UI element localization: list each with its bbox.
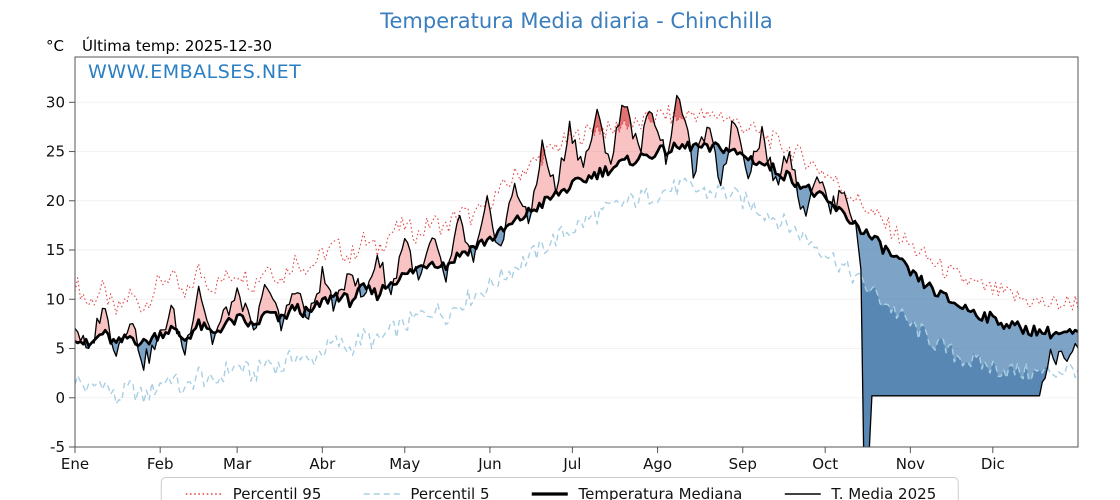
watermark: WWW.EMBALSES.NET bbox=[88, 61, 302, 83]
svg-text:Dic: Dic bbox=[981, 455, 1005, 473]
legend-item-percentil-5: Percentil 5 bbox=[361, 485, 489, 500]
legend-label: Percentil 5 bbox=[410, 485, 490, 500]
legend-line-sample-icon bbox=[784, 493, 821, 495]
last-temp-label: Última temp: 2025-12-30 bbox=[82, 37, 273, 55]
legend-item-percentil-95: Percentil 95 bbox=[184, 485, 322, 500]
svg-text:Ene: Ene bbox=[61, 455, 89, 473]
svg-text:10: 10 bbox=[46, 290, 65, 308]
legend-line-sample-icon bbox=[531, 492, 568, 496]
legend: Percentil 95 Percentil 5 Temperatura Media… bbox=[160, 477, 960, 500]
legend-item-mediana: Temperatura Mediana bbox=[529, 485, 742, 500]
svg-text:Oct: Oct bbox=[812, 455, 838, 473]
legend-label: T. Media 2025 bbox=[831, 485, 937, 500]
svg-text:Abr: Abr bbox=[309, 455, 336, 473]
svg-text:15: 15 bbox=[46, 241, 65, 259]
svg-text:5: 5 bbox=[55, 340, 65, 358]
svg-text:Jul: Jul bbox=[562, 455, 581, 473]
y-unit-label: °C bbox=[46, 37, 64, 55]
chart-title: Temperatura Media diaria - Chinchilla bbox=[380, 9, 773, 33]
svg-text:Nov: Nov bbox=[896, 455, 925, 473]
legend-line-sample-icon bbox=[363, 493, 400, 495]
svg-text:0: 0 bbox=[55, 389, 65, 407]
legend-label: Percentil 95 bbox=[232, 485, 322, 500]
svg-text:Sep: Sep bbox=[729, 455, 757, 473]
legend-label: Temperatura Mediana bbox=[578, 485, 743, 500]
legend-item-t-media-2025: T. Media 2025 bbox=[782, 485, 936, 500]
svg-text:-5: -5 bbox=[50, 438, 65, 456]
svg-text:Ago: Ago bbox=[643, 455, 672, 473]
svg-text:Feb: Feb bbox=[147, 455, 174, 473]
legend-line-sample-icon bbox=[185, 493, 222, 495]
svg-text:Mar: Mar bbox=[223, 455, 252, 473]
svg-text:25: 25 bbox=[46, 143, 65, 161]
svg-text:20: 20 bbox=[46, 192, 65, 210]
svg-text:Jun: Jun bbox=[477, 455, 501, 473]
svg-text:30: 30 bbox=[46, 93, 65, 111]
svg-text:May: May bbox=[389, 455, 420, 473]
